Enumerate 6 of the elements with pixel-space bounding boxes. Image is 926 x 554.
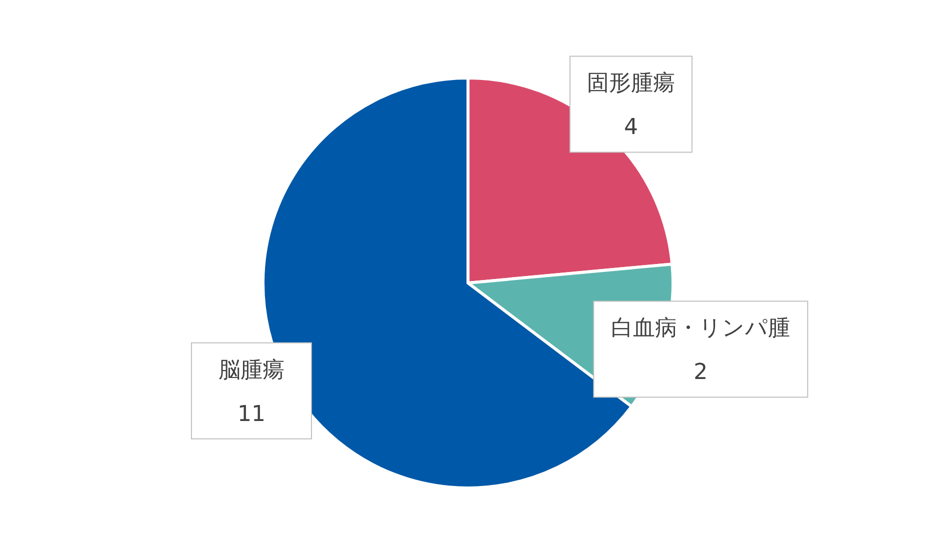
data-label: 11 [237,402,266,427]
data-label: 2 [694,360,708,386]
slice-label: 白血病・リンパ腫 [611,316,790,342]
data-label: 4 [624,115,638,140]
slice-label: 脳腫瘍 [218,358,284,383]
slice-label: 固形腫瘍 [586,71,675,96]
